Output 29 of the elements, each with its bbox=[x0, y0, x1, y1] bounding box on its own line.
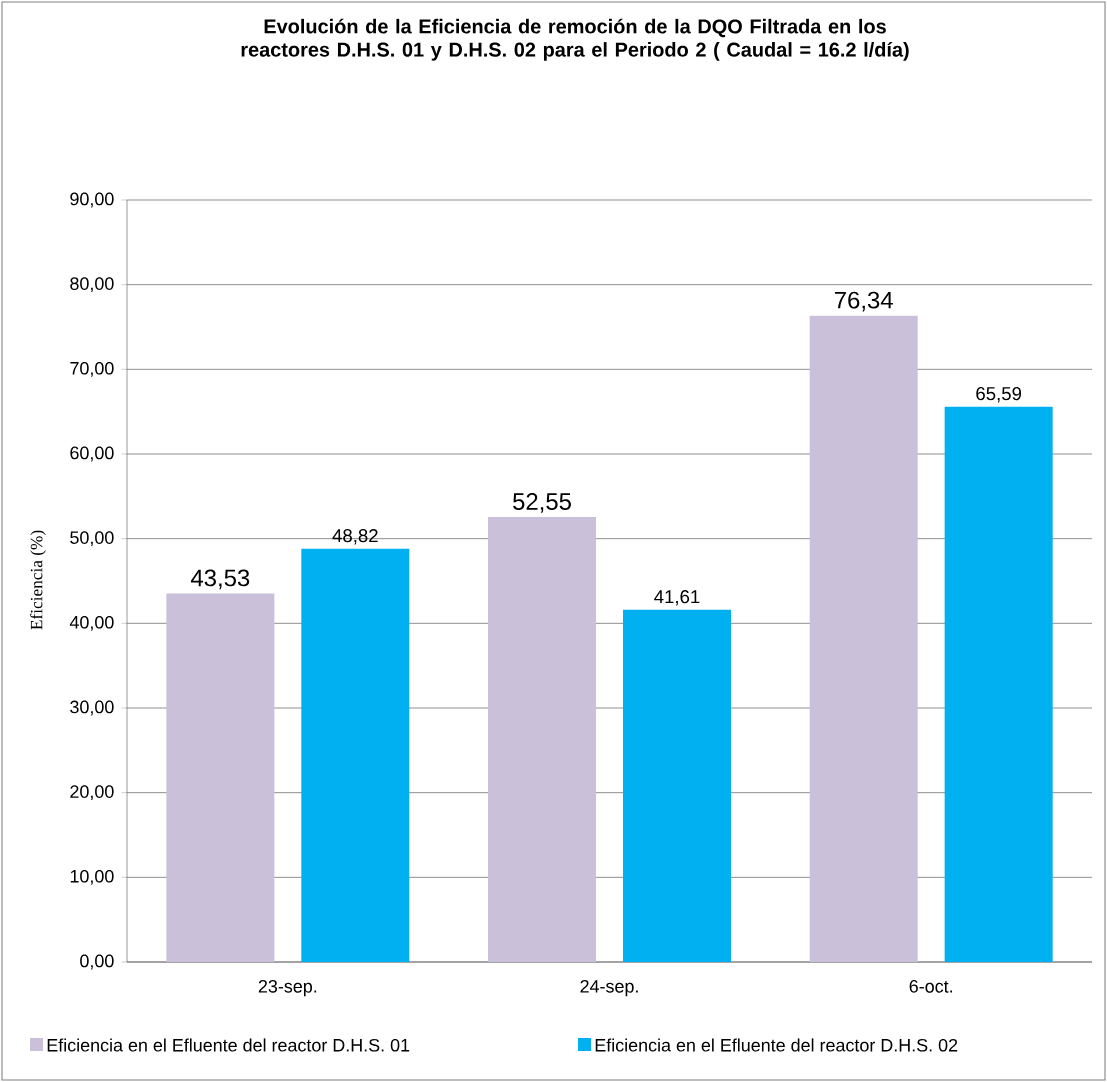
legend-label: Eficiencia en el Efluente del reactor D.H.S. 01 bbox=[47, 1038, 410, 1052]
y-tick-label: 80,00 bbox=[70, 277, 114, 293]
y-tick-label: 40,00 bbox=[69, 615, 114, 631]
data-label: 52,55 bbox=[513, 493, 571, 513]
y-tick-label: 10,00 bbox=[70, 869, 114, 885]
y-tick-label: 70,00 bbox=[70, 361, 114, 377]
data-label: 43,53 bbox=[190, 569, 250, 590]
data-label: 41,61 bbox=[654, 590, 700, 606]
x-tick-label: 6-oct. bbox=[909, 979, 952, 993]
x-tick-label: 23-sep. bbox=[258, 979, 317, 997]
bar bbox=[166, 593, 275, 962]
y-axis-title: Eficiencia (%) bbox=[30, 530, 46, 630]
bar bbox=[488, 517, 597, 962]
bar bbox=[944, 406, 1053, 962]
data-label: 65,59 bbox=[976, 387, 1022, 403]
legend-label: Eficiencia en el Efluente del reactor D.H.S. 02 bbox=[595, 1038, 958, 1052]
y-tick-label: 0,00 bbox=[80, 954, 114, 970]
bar bbox=[622, 609, 731, 962]
y-tick-label: 30,00 bbox=[70, 700, 114, 716]
y-tick-label: 50,00 bbox=[70, 531, 114, 547]
data-label: 76,34 bbox=[835, 291, 893, 312]
y-tick-label: 60,00 bbox=[70, 446, 114, 462]
bar bbox=[301, 548, 410, 962]
chart-title: Evolución de la Eficiencia de remoción de la DQO Filtrada en los reactores D.H.S. 01 y D.H.S. 02 para el Periodo 2 ( Caudal = 16.2 l/día) bbox=[241, 18, 909, 61]
bar bbox=[809, 315, 918, 962]
data-label: 48,82 bbox=[332, 529, 378, 545]
y-tick-label: 20,00 bbox=[70, 785, 114, 801]
y-tick-label: 90,00 bbox=[70, 192, 114, 208]
x-tick-label: 24-sep. bbox=[580, 979, 638, 997]
